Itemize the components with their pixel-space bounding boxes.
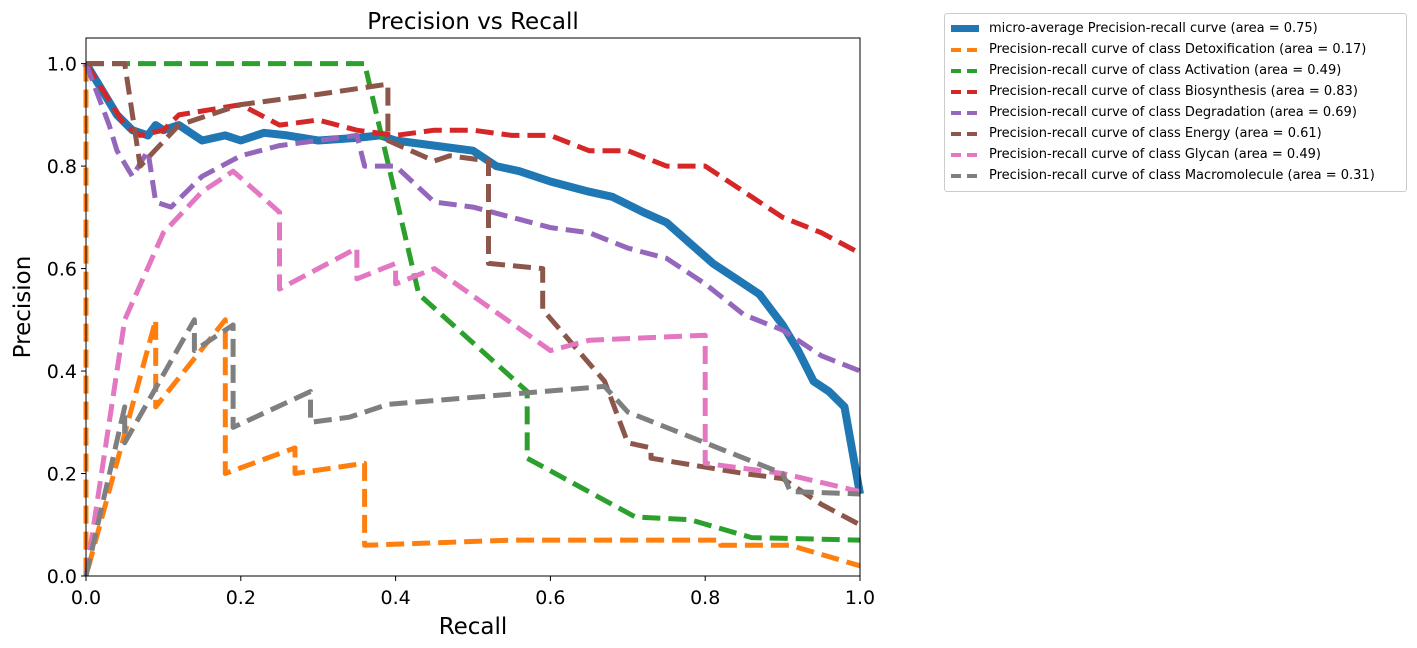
legend-swatch	[951, 47, 979, 52]
x-tick-label: 1.0	[845, 587, 875, 609]
legend-label: Precision-recall curve of class Energy (…	[989, 126, 1322, 141]
series-line-activation	[86, 61, 861, 543]
series-line-biosynthesis	[83, 62, 862, 256]
y-axis-label: Precision	[10, 256, 36, 359]
y-tick-label: 0.8	[47, 156, 77, 178]
chart-legend: micro-average Precision-recall curve (ar…	[944, 13, 1407, 192]
legend-swatch	[951, 131, 979, 136]
legend-label: micro-average Precision-recall curve (ar…	[989, 21, 1318, 36]
legend-label: Precision-recall curve of class Activati…	[989, 63, 1342, 78]
x-axis-label: Recall	[439, 614, 508, 640]
legend-label: Precision-recall curve of class Biosynth…	[989, 84, 1358, 99]
series-line-degradation	[83, 62, 861, 374]
x-tick-label: 0.6	[535, 587, 565, 609]
series-line-detoxification	[83, 63, 861, 579]
legend-swatch	[951, 68, 979, 73]
x-tick-label: 0.4	[380, 587, 410, 609]
legend-item: Precision-recall curve of class Glycan (…	[945, 144, 1406, 165]
series-line-macromolecule	[83, 317, 861, 577]
y-axis: 0.0 0.2 0.4 0.6 0.8 1.0	[47, 54, 86, 588]
chart-title: Precision vs Recall	[367, 9, 578, 35]
x-tick-label: 0.0	[71, 587, 101, 609]
legend-item: Precision-recall curve of class Macromol…	[945, 165, 1406, 186]
y-tick-label: 0.4	[47, 361, 77, 383]
series-layer	[82, 61, 864, 579]
legend-swatch	[951, 173, 979, 178]
series-line-micro-average	[82, 61, 864, 495]
legend-swatch	[951, 25, 979, 32]
legend-label: Precision-recall curve of class Macromol…	[989, 168, 1375, 183]
y-tick-label: 0.0	[47, 566, 77, 588]
x-axis: 0.0 0.2 0.4 0.6 0.8 1.0	[71, 576, 875, 609]
y-tick-label: 0.6	[47, 259, 77, 281]
legend-item: Precision-recall curve of class Degradat…	[945, 102, 1406, 123]
legend-item: Precision-recall curve of class Energy (…	[945, 123, 1406, 144]
legend-item: Precision-recall curve of class Biosynth…	[945, 81, 1406, 102]
series-line-glycan	[83, 168, 861, 577]
legend-item: micro-average Precision-recall curve (ar…	[945, 18, 1406, 39]
x-tick-label: 0.2	[226, 587, 256, 609]
legend-swatch	[951, 110, 979, 115]
legend-item: Precision-recall curve of class Activati…	[945, 60, 1406, 81]
legend-label: Precision-recall curve of class Detoxifi…	[989, 42, 1367, 57]
legend-label: Precision-recall curve of class Degradat…	[989, 105, 1357, 120]
plot-area-frame	[85, 37, 861, 577]
legend-swatch	[951, 152, 979, 157]
legend-label: Precision-recall curve of class Glycan (…	[989, 147, 1321, 162]
legend-item: Precision-recall curve of class Detoxifi…	[945, 39, 1406, 60]
y-tick-label: 1.0	[47, 54, 77, 76]
x-tick-label: 0.8	[690, 587, 720, 609]
y-tick-label: 0.2	[47, 464, 77, 486]
legend-swatch	[951, 89, 979, 94]
series-line-energy	[86, 61, 862, 528]
